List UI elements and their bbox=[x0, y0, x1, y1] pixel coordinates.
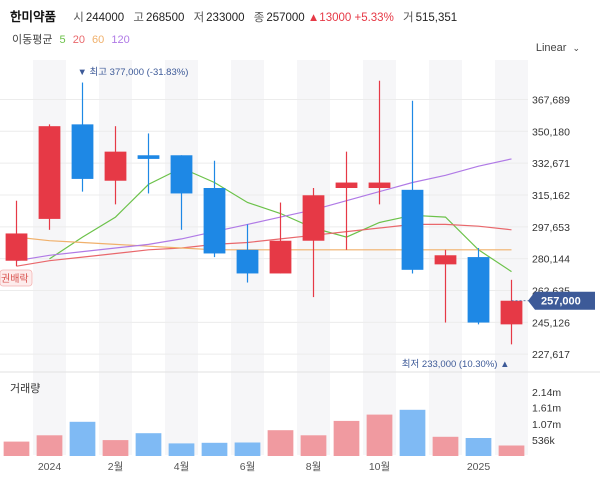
current-price-label: 257,000 bbox=[541, 296, 581, 308]
volume-label: 거 bbox=[403, 12, 414, 24]
low-annotation: 최저 233,000 (10.30%) ▲ bbox=[402, 359, 510, 370]
candle-body bbox=[401, 189, 424, 270]
ma-line-ma20 bbox=[16, 223, 512, 267]
x-tick-label: 2월 bbox=[108, 461, 124, 473]
candle-body bbox=[170, 155, 193, 194]
candle-body bbox=[236, 249, 259, 274]
volume-bar bbox=[69, 421, 96, 456]
ma-line-ma120 bbox=[16, 158, 512, 262]
column-stripe bbox=[495, 60, 528, 455]
price-tick-label: 350,180 bbox=[532, 126, 570, 138]
volume-bar bbox=[36, 435, 63, 456]
price-tick-label: 297,653 bbox=[532, 222, 570, 234]
volume-tick-label: 2.14m bbox=[532, 387, 561, 399]
x-tick-label: 8월 bbox=[306, 461, 322, 473]
x-tick-label: 2024 bbox=[38, 461, 62, 473]
volume-tick-label: 1.07m bbox=[532, 419, 561, 431]
x-tick-label: 6월 bbox=[240, 461, 256, 473]
volume-bar bbox=[399, 409, 426, 456]
ex-rights-badge bbox=[0, 269, 33, 287]
open-label: 시 bbox=[73, 12, 84, 24]
x-tick-label: 2025 bbox=[467, 461, 491, 473]
close-value: 257000 bbox=[266, 12, 305, 24]
candle-body bbox=[434, 255, 457, 265]
volume-bar bbox=[267, 430, 294, 456]
chevron-down-icon: ⌄ bbox=[572, 43, 580, 53]
volume-bar bbox=[465, 438, 492, 456]
candle-body bbox=[467, 257, 490, 323]
stock-header: 한미약품 시 244000 고 268500 저 233000 종 257000 ▲13… bbox=[10, 6, 457, 25]
volume-bar bbox=[168, 443, 195, 456]
ma-legend-60: 60 bbox=[92, 34, 105, 46]
ex-rights-label: 권배락 bbox=[1, 273, 29, 285]
scale-label: Linear bbox=[535, 42, 567, 54]
stock-name: 한미약품 bbox=[10, 10, 57, 24]
ma-line-ma60 bbox=[16, 236, 512, 251]
volume-bar bbox=[300, 435, 327, 456]
candle-body bbox=[203, 188, 226, 254]
ma-legend-20: 20 bbox=[72, 34, 85, 46]
high-value: 268500 bbox=[145, 12, 185, 24]
volume-tick-label: 536k bbox=[532, 435, 556, 447]
moving-average-legend[interactable]: 이동평균 5 20 60 120 bbox=[12, 31, 130, 47]
price-tick-label: 280,144 bbox=[532, 254, 570, 266]
ma-legend-5: 5 bbox=[59, 34, 66, 46]
candle-body bbox=[5, 233, 28, 261]
current-price-tag bbox=[528, 291, 595, 310]
volume-bar bbox=[102, 440, 129, 456]
low-value: 233000 bbox=[206, 12, 245, 24]
high-annotation: ▼ 최고 377,000 (-31.83%) bbox=[78, 67, 189, 78]
candle-body bbox=[368, 182, 391, 188]
volume-bar bbox=[366, 414, 393, 456]
open-value: 244000 bbox=[85, 12, 125, 24]
candle-body bbox=[104, 151, 127, 181]
column-stripe bbox=[165, 60, 198, 455]
change-arrow-icon: ▲ bbox=[307, 12, 320, 24]
volume-bar bbox=[201, 442, 228, 456]
candle-body bbox=[269, 240, 292, 274]
price-tick-label: 227,617 bbox=[532, 349, 570, 361]
change-percent: +5.33% bbox=[354, 12, 394, 24]
ma-legend-label: 이동평균 bbox=[12, 34, 53, 46]
candle-body bbox=[500, 300, 523, 325]
volume-title: 거래량 bbox=[10, 382, 40, 395]
price-tick-label: 315,162 bbox=[532, 190, 570, 202]
volume-tick-label: 1.61m bbox=[532, 403, 561, 415]
volume-bar bbox=[498, 445, 525, 456]
volume-bar bbox=[135, 433, 162, 456]
candle-body bbox=[38, 126, 61, 219]
price-tick-label: 367,689 bbox=[532, 94, 570, 106]
volume-bar bbox=[234, 442, 261, 456]
close-label: 종 bbox=[253, 12, 265, 24]
volume-bar bbox=[3, 441, 30, 456]
candle-body bbox=[137, 155, 160, 159]
change-value: 13000 bbox=[319, 12, 352, 24]
volume-bar bbox=[432, 436, 459, 456]
x-tick-label: 10월 bbox=[369, 461, 390, 473]
candle-body bbox=[71, 124, 94, 179]
ma-legend-120: 120 bbox=[111, 34, 130, 46]
high-label: 고 bbox=[133, 12, 144, 24]
price-tick-label: 245,126 bbox=[532, 317, 570, 329]
x-tick-label: 4월 bbox=[174, 461, 190, 473]
column-stripe bbox=[99, 60, 132, 455]
low-label: 저 bbox=[193, 12, 205, 24]
candle-body bbox=[302, 195, 325, 241]
candle-body bbox=[335, 182, 358, 188]
volume-bar bbox=[333, 420, 360, 456]
price-tick-label: 332,671 bbox=[532, 158, 570, 170]
scale-dropdown[interactable]: Linear ⌄ bbox=[536, 42, 580, 54]
volume-value: 515,351 bbox=[415, 12, 458, 24]
